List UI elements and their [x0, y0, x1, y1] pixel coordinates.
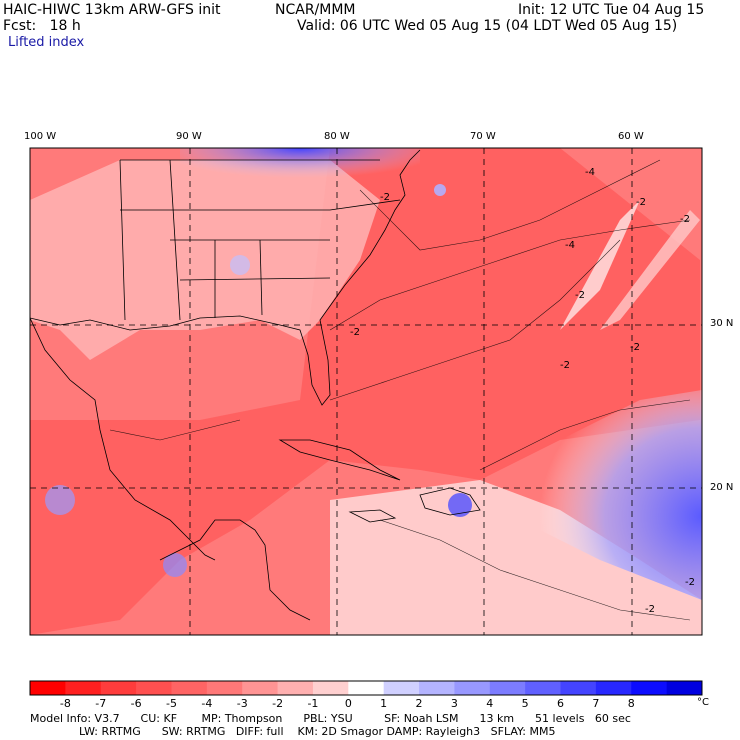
- colorbar-swatch: [206, 681, 243, 695]
- map-border: [29, 147, 703, 636]
- pale-streak: [600, 210, 700, 330]
- colorbar-tick-label: -1: [307, 697, 319, 710]
- contour-label: -2: [630, 342, 640, 353]
- colorbar-tick-label: 8: [627, 697, 635, 710]
- colorbar-tick-label: 6: [557, 697, 565, 710]
- colorbar-swatch: [489, 681, 526, 695]
- contour-label: -2: [380, 192, 390, 203]
- colorbar-swatch: [242, 681, 279, 695]
- stable-spot: [434, 184, 446, 196]
- coastlines: [30, 149, 481, 621]
- colorbar-tick-label: 2: [415, 697, 423, 710]
- colorbar-tick-label: 7: [592, 697, 600, 710]
- contour-label: -2: [685, 577, 695, 588]
- lat-label-30n: 30 N: [710, 318, 734, 329]
- stable-spot: [163, 553, 187, 577]
- stable-spot: [45, 485, 75, 515]
- contour-label: -2: [575, 290, 585, 301]
- colorbar-swatch: [454, 681, 491, 695]
- colorbar-border: [29, 680, 703, 696]
- stable-region-southeast: [470, 390, 702, 600]
- contour-label: -2: [560, 360, 570, 371]
- pale-streak: [560, 200, 640, 330]
- unstable-band: [30, 148, 700, 635]
- colorbar-swatch: [171, 681, 208, 695]
- colorbar-swatch: [595, 681, 632, 695]
- colorbar-swatch: [560, 681, 597, 695]
- colorbar-tick-label: -6: [130, 697, 142, 710]
- init-time: Init: 12 UTC Tue 04 Aug 15: [518, 2, 705, 18]
- colorbar-swatch: [525, 681, 562, 695]
- colorbar-tick-label: 5: [521, 697, 529, 710]
- colorbar-swatch: [383, 681, 420, 695]
- colorbar-swatch: [30, 681, 66, 695]
- contour-label: -2: [350, 327, 360, 338]
- lat-lon-grid: [30, 148, 702, 635]
- colorbar-tick-label: 3: [450, 697, 458, 710]
- valid-time: Valid: 06 UTC Wed 05 Aug 15 (04 LDT Wed …: [297, 18, 678, 34]
- lon-label-60w: 60 W: [618, 131, 644, 142]
- colorbar-tick-label: -4: [201, 697, 213, 710]
- colorbar-swatch: [312, 681, 349, 695]
- colorbar-tick-label: -8: [59, 697, 71, 710]
- caribbean-pale-area: [330, 480, 702, 635]
- org-label: NCAR/MMM: [275, 2, 356, 18]
- colorbar-swatch: [419, 681, 455, 695]
- colorbar-unit: °C: [697, 697, 709, 708]
- contour-label: -2: [636, 197, 646, 208]
- lon-label-90w: 90 W: [176, 131, 202, 142]
- colorbar-swatch: [631, 681, 668, 695]
- stable-spot: [448, 493, 472, 517]
- contour-label: -4: [565, 240, 575, 251]
- colorbar-swatch: [348, 681, 385, 695]
- lat-label-20n: 20 N: [710, 482, 734, 493]
- colorbar-swatch: [100, 681, 137, 695]
- colorbar-tick-label: 4: [486, 697, 494, 710]
- colorbar-tick-label: -5: [165, 697, 177, 710]
- contour-label: -2: [645, 604, 655, 615]
- colorbar-swatch: [277, 681, 314, 695]
- model-title: HAIC-HIWC 13km ARW-GFS init: [3, 2, 221, 18]
- colorbar-swatch: [65, 681, 102, 695]
- colorbar-tick-label: -2: [272, 697, 284, 710]
- field-name: Lifted index: [8, 35, 85, 50]
- lon-label-70w: 70 W: [470, 131, 496, 142]
- colorbar-swatch: [136, 681, 172, 695]
- stable-region-north: [180, 148, 420, 198]
- colorbar: [29, 680, 703, 696]
- lon-label-80w: 80 W: [324, 131, 350, 142]
- stable-spot: [230, 255, 250, 275]
- model-info-line2: LW: RRTMG SW: RRTMG DIFF: full KM: 2D Sm…: [30, 725, 556, 738]
- model-info-line1: Model Info: V3.7 CU: KF MP: Thompson PBL…: [30, 712, 631, 725]
- contour-label: -4: [585, 167, 595, 178]
- forecast-hour: Fcst: 18 h: [3, 18, 81, 34]
- colorbar-tick-label: 0: [344, 697, 352, 710]
- colorbar-tick-label: 1: [380, 697, 388, 710]
- colorbar-swatch: [666, 681, 703, 695]
- colorbar-tick-label: -3: [236, 697, 248, 710]
- colorbar-tick-label: -7: [95, 697, 107, 710]
- contour-label: -2: [680, 214, 690, 225]
- lon-label-100w: 100 W: [24, 131, 57, 142]
